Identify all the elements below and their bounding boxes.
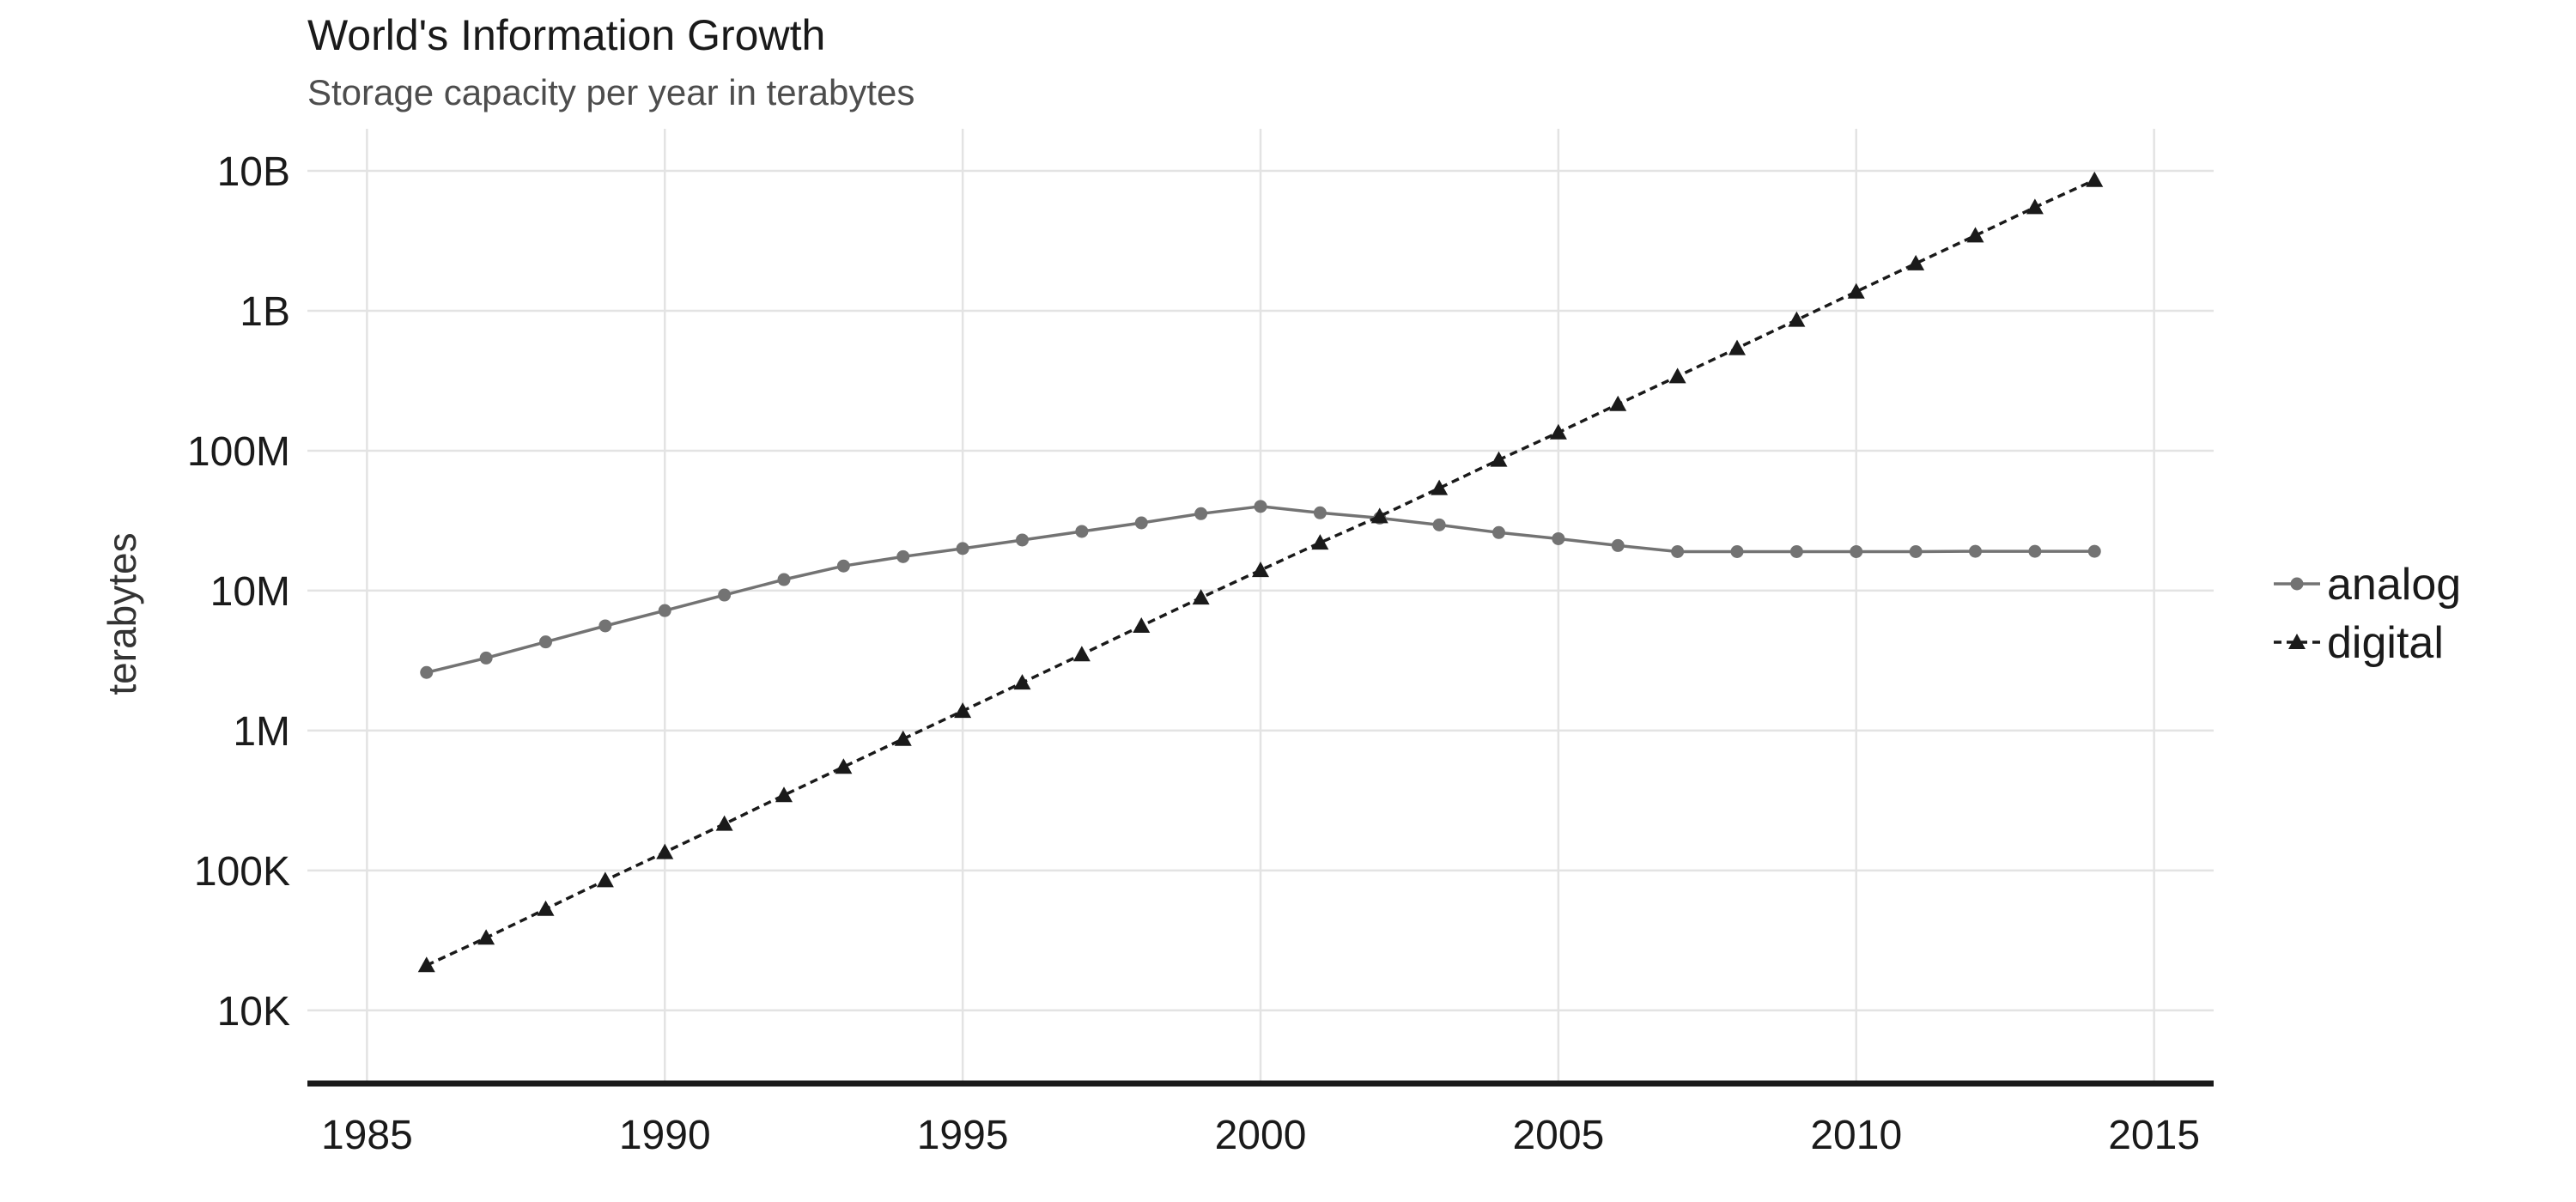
- analog-point: [2028, 544, 2042, 558]
- analog-point: [1194, 507, 1208, 520]
- analog-point: [896, 549, 910, 563]
- digital-point: [1490, 451, 1508, 467]
- x-tick-label: 1990: [619, 1113, 711, 1158]
- digital-point: [477, 929, 495, 945]
- digital-point: [1311, 534, 1329, 550]
- digital-point: [417, 956, 435, 973]
- y-tick-label: 10M: [210, 569, 290, 615]
- digital-point: [1370, 507, 1388, 524]
- digital-point: [1192, 589, 1210, 605]
- digital-point: [835, 758, 853, 774]
- digital-point: [1133, 616, 1151, 633]
- y-tick-label: 1M: [233, 709, 290, 755]
- analog-point: [1432, 518, 1446, 531]
- digital-point: [1907, 254, 1925, 270]
- analog-point: [1671, 544, 1685, 558]
- digital-point: [1072, 646, 1091, 662]
- analog-point: [1016, 533, 1029, 547]
- x-axis-ticks: 1985 1990 1995 2000 2005 2010 2015: [321, 1113, 2200, 1158]
- analog-point: [718, 588, 732, 602]
- digital-point: [775, 786, 793, 803]
- x-tick-label: 2010: [1810, 1113, 1902, 1158]
- y-tick-label: 10B: [217, 149, 290, 195]
- digital-point: [1252, 562, 1269, 578]
- x-tick-label: 2000: [1215, 1113, 1307, 1158]
- analog-point: [1789, 544, 1803, 558]
- grid-lines: [307, 129, 2214, 1084]
- analog-point: [658, 604, 671, 617]
- analog-point: [1134, 516, 1148, 530]
- analog-point: [1611, 538, 1625, 552]
- analog-point: [598, 619, 612, 633]
- digital-point: [1788, 311, 1806, 327]
- digital-point: [656, 843, 674, 859]
- y-tick-label: 10K: [217, 989, 290, 1035]
- analog-point: [777, 573, 791, 586]
- analog-point: [956, 542, 969, 555]
- analog-point: [1850, 544, 1863, 558]
- x-tick-label: 1985: [321, 1113, 413, 1158]
- digital-point: [1668, 367, 1686, 384]
- legend-digital-marker: [2288, 634, 2306, 649]
- analog-point: [1909, 544, 1923, 558]
- digital-point: [1013, 674, 1031, 690]
- analog-point: [1254, 500, 1267, 513]
- legend: analog digital: [2274, 560, 2461, 668]
- digital-point: [894, 730, 912, 746]
- analog-point: [420, 665, 434, 679]
- digital-point: [2086, 171, 2104, 187]
- analog-point: [1313, 506, 1327, 519]
- digital-point: [1847, 282, 1865, 299]
- y-axis-ticks: 10K 100K 1M 10M 100M 1B 10B: [187, 149, 290, 1035]
- digital-point: [537, 900, 555, 916]
- digital-point: [954, 702, 972, 719]
- analog-point: [1075, 525, 1089, 538]
- legend-analog-label: analog: [2327, 560, 2461, 610]
- analog-point: [539, 635, 552, 649]
- analog-point: [836, 559, 850, 573]
- analog-point: [2087, 544, 2101, 558]
- plot-area: [417, 171, 2104, 973]
- y-tick-label: 100M: [187, 429, 290, 475]
- digital-point: [1609, 395, 1627, 411]
- x-tick-label: 2015: [2108, 1113, 2200, 1158]
- analog-point: [1492, 525, 1505, 539]
- digital-point: [1431, 479, 1449, 495]
- x-tick-label: 2005: [1512, 1113, 1604, 1158]
- chart-title: World's Information Growth: [307, 11, 826, 59]
- digital-point: [715, 815, 733, 831]
- y-axis-label: terabytes: [100, 532, 144, 695]
- digital-point: [1966, 227, 1984, 243]
- legend-analog-marker: [2290, 577, 2304, 591]
- digital-point: [596, 871, 614, 888]
- y-tick-label: 1B: [240, 289, 290, 335]
- digital-point: [1549, 423, 1567, 440]
- analog-point: [1730, 544, 1744, 558]
- legend-digital-label: digital: [2327, 618, 2444, 668]
- y-tick-label: 100K: [194, 849, 290, 895]
- analog-point: [1552, 531, 1565, 545]
- chart-subtitle: Storage capacity per year in terabytes: [307, 72, 915, 112]
- x-tick-label: 1995: [917, 1113, 1009, 1158]
- digital-series-line: [426, 179, 2096, 967]
- analog-point: [1969, 544, 1982, 558]
- digital-point: [2026, 198, 2044, 215]
- analog-point: [479, 651, 493, 665]
- digital-point: [1728, 339, 1746, 355]
